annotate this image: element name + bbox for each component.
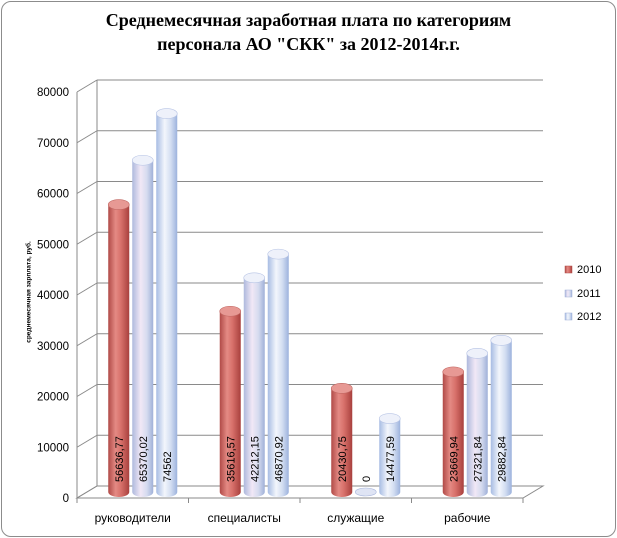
y-tick-label: 20000 [37, 392, 69, 404]
bar [378, 413, 401, 497]
chart-title-line2: персонала АО "СКК" за 2012-2014г.г. [157, 34, 460, 54]
legend-label: 2012 [577, 311, 601, 323]
bar-cap [442, 366, 465, 378]
bar-cap [354, 487, 377, 497]
bar-body [219, 311, 241, 497]
legend-swatch [564, 265, 573, 274]
data-label: 14477,59 [385, 436, 397, 482]
bar-body [466, 353, 488, 497]
bar-body [490, 340, 512, 497]
bar-cap [155, 108, 178, 119]
bar-cap [466, 348, 489, 359]
axes: 0 10000 20000 30000 40000 50000 60000 70000 8000… [37, 87, 524, 525]
data-label: 27321,84 [472, 436, 484, 482]
data-label: 35616,57 [225, 436, 237, 482]
bar [442, 366, 465, 497]
bar-cap [378, 413, 401, 424]
legend-label: 2010 [577, 264, 601, 276]
gridline-side [76, 384, 98, 397]
bar [243, 272, 266, 497]
legend-label: 2011 [577, 288, 601, 300]
bar-body [156, 113, 178, 498]
data-label: 29882,84 [496, 436, 508, 482]
x-category-label: руководители [95, 511, 171, 525]
gridline-side [76, 282, 98, 296]
data-label: 65370,02 [138, 436, 150, 482]
bar-cap [243, 272, 266, 284]
bars: 56636,77 65370,02 74562 35616,57 42212,15 468… [107, 108, 513, 498]
bar-body [132, 160, 154, 498]
data-label: 74562 [162, 451, 174, 482]
bar-body [331, 388, 353, 497]
bar-body [442, 371, 464, 497]
bar-cap [490, 335, 513, 346]
chart-title: Среднемесячная заработная плата по катег… [2, 8, 615, 56]
bar-cap [107, 199, 130, 210]
gridline-side [76, 130, 98, 144]
data-label: 0 [361, 476, 373, 482]
data-label: 23669,94 [448, 436, 460, 482]
bar-body [267, 254, 289, 497]
gridline-side [76, 79, 98, 93]
bar-cap [330, 383, 353, 394]
y-tick-label: 80000 [37, 87, 69, 99]
data-label: 46870,92 [273, 436, 285, 482]
legend-swatch [564, 312, 573, 321]
bar [267, 248, 290, 497]
data-label: 20430,75 [337, 436, 349, 482]
y-tick-label: 70000 [37, 138, 69, 150]
legend-swatch [564, 289, 573, 298]
bar [354, 487, 377, 497]
bar-body [108, 204, 130, 497]
x-category-label: служащие [327, 511, 384, 525]
y-tick-label: 10000 [37, 442, 69, 454]
legend: 2010 2011 2012 [564, 264, 601, 323]
y-tick-label: 30000 [37, 341, 69, 353]
x-category-label: рабочие [444, 511, 491, 525]
bar [466, 348, 489, 497]
bar-cap [219, 305, 242, 317]
gridline-side [76, 333, 98, 347]
bar [330, 383, 353, 497]
bar [219, 305, 242, 497]
bar [155, 108, 178, 498]
bar [131, 154, 154, 498]
chart-title-line1: Среднемесячная заработная плата по катег… [105, 10, 512, 30]
gridline-side [76, 434, 98, 448]
gridline-side [76, 181, 98, 194]
data-label: 42212,15 [249, 436, 261, 482]
bar-body [379, 418, 401, 497]
y-tick-label: 50000 [37, 239, 69, 251]
floor [75, 485, 545, 499]
bar-body [243, 277, 265, 497]
y-tick-label: 60000 [37, 189, 69, 201]
bar [107, 199, 130, 497]
data-label: 56636,77 [114, 436, 126, 482]
y-tick-label: 40000 [37, 290, 69, 302]
gridline-side [76, 231, 98, 245]
bar-cap [267, 248, 290, 260]
y-tick-label: 0 [63, 493, 69, 505]
bar [490, 335, 513, 497]
bar-cap [131, 154, 154, 166]
x-category-label: специалисты [208, 511, 281, 525]
